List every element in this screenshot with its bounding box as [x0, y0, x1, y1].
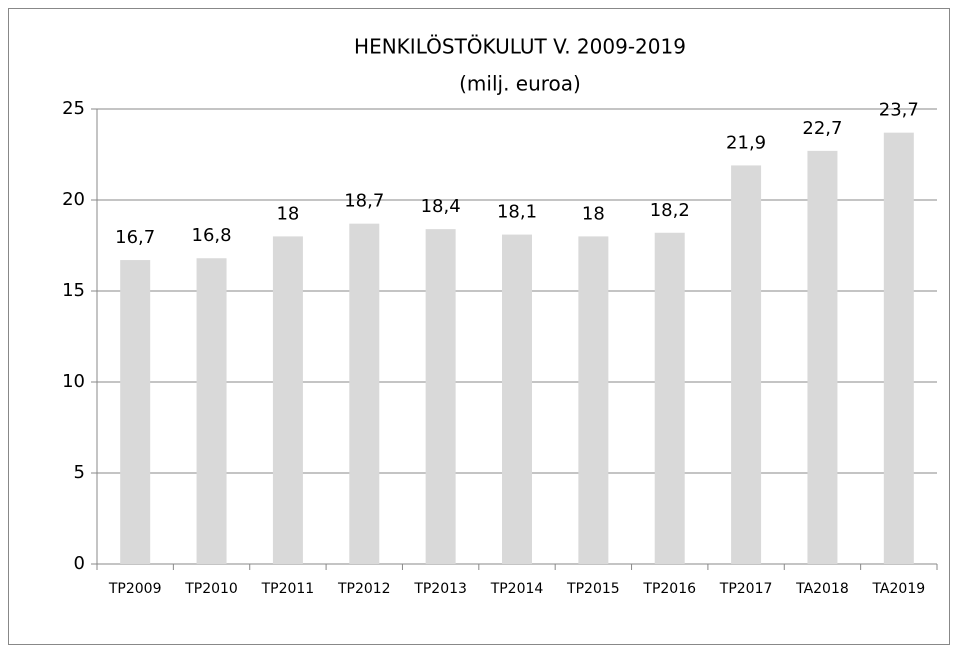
chart-subtitle: (milj. euroa): [459, 72, 581, 96]
chart-border: [8, 8, 950, 645]
data-label: 18: [276, 203, 299, 224]
bar: [272, 236, 303, 564]
y-tick-label: 5: [74, 462, 85, 483]
data-label: 18,2: [650, 200, 690, 221]
data-label: 16,8: [192, 225, 232, 246]
y-tick-label: 15: [62, 280, 85, 301]
data-label: 18,1: [497, 202, 537, 223]
bar: [349, 223, 380, 564]
chart-title: HENKILÖSTÖKULUT V. 2009-2019: [354, 35, 686, 59]
bar: [425, 229, 456, 564]
bar: [120, 260, 151, 564]
x-tick-label: TP2010: [184, 581, 238, 597]
x-tick-label: TP2016: [642, 581, 696, 597]
x-tick-label: TP2012: [337, 581, 391, 597]
bar: [654, 232, 685, 564]
x-tick-label: TP2011: [261, 581, 315, 597]
x-tick-label: TP2013: [413, 581, 467, 597]
data-label: 21,9: [726, 132, 766, 153]
x-tick-label: TA2019: [871, 581, 925, 597]
data-label: 16,7: [115, 227, 155, 248]
bar: [731, 165, 762, 565]
y-tick-label: 0: [74, 553, 85, 574]
data-label: 18: [582, 203, 605, 224]
bar: [883, 132, 914, 564]
bar: [502, 234, 532, 564]
x-tick-label: TA2018: [795, 581, 849, 597]
y-tick-label: 20: [62, 189, 85, 210]
y-tick-label: 25: [62, 98, 85, 119]
bar: [807, 150, 838, 565]
x-tick-label: TP2015: [566, 581, 620, 597]
x-tick-label: TP2014: [490, 581, 544, 597]
x-tick-label: TP2009: [108, 581, 162, 597]
x-tick-label: TP2017: [719, 581, 773, 597]
data-label: 23,7: [879, 100, 919, 121]
y-tick-label: 10: [62, 371, 85, 392]
data-label: 18,7: [344, 191, 384, 212]
bar: [196, 258, 227, 564]
data-label: 22,7: [802, 118, 842, 139]
bar: [578, 236, 609, 564]
data-label: 18,4: [421, 196, 461, 217]
